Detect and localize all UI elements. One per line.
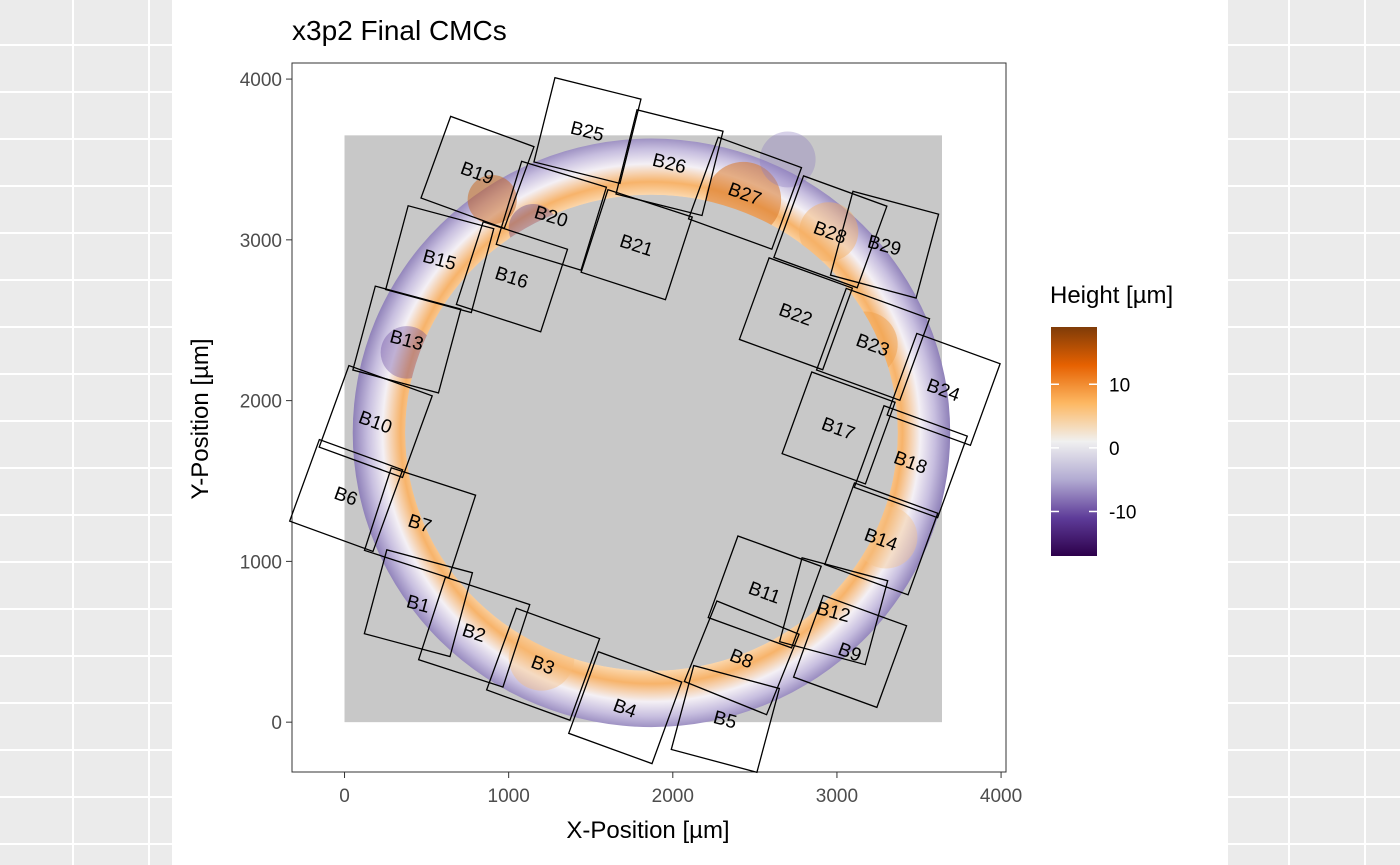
plot-panel: x3p2 Final CMCs B1 B2 B3 B4 B5 B6 B7 B8 B9 B10 B11… — [172, 0, 1228, 865]
cmc-cell-outline — [778, 557, 889, 666]
legend: Height [µm] 10 0 -10 — [1050, 282, 1173, 556]
cmc-cell-outline — [886, 332, 1001, 447]
y-tick-label: 0 — [271, 713, 282, 734]
legend-tick-label: 10 — [1109, 375, 1130, 396]
cmc-cell-outline — [853, 404, 969, 519]
inner-hole — [405, 194, 898, 671]
chart-title: x3p2 Final CMCs — [292, 15, 507, 46]
legend-tick-label: -10 — [1109, 502, 1136, 523]
x-tick-label: 4000 — [980, 786, 1022, 807]
y-tick-label: 1000 — [240, 552, 282, 573]
x-tick-label: 1000 — [488, 786, 530, 807]
y-axis: 0 1000 2000 3000 4000 — [240, 70, 292, 734]
cmc-cell-outline — [455, 221, 569, 333]
cmc-cell-b12: B12 — [778, 557, 889, 666]
cmc-cell-outline — [288, 438, 404, 553]
cmc-cell-outline — [352, 285, 462, 394]
cmc-cell-outline — [781, 371, 896, 485]
cmc-cell-outline — [495, 160, 608, 272]
height-patch — [799, 202, 859, 262]
height-patch — [467, 175, 517, 225]
surface-layer — [352, 131, 951, 728]
cmc-cell-outline — [384, 204, 495, 314]
height-patch — [759, 131, 816, 188]
cmc-cell-outline — [738, 257, 854, 371]
x-axis: 0 1000 2000 3000 4000 — [339, 772, 1022, 807]
legend-title: Height [µm] — [1050, 282, 1173, 309]
legend-tick-label: 0 — [1109, 439, 1120, 460]
cmc-cell-outline — [687, 136, 803, 251]
cmc-cell-outline — [420, 115, 535, 230]
x-tick-label: 0 — [339, 786, 350, 807]
cmc-cell-outline — [533, 76, 642, 185]
cmc-cell-outline — [485, 607, 601, 722]
cmc-cell-outline — [773, 175, 888, 289]
cmc-cell-outline — [815, 287, 931, 402]
cmc-cell-b1: B1 — [363, 548, 474, 658]
x-tick-label: 2000 — [652, 786, 694, 807]
cmc-cell-outline — [417, 576, 531, 688]
cmc-cell-outline — [567, 650, 683, 765]
y-tick-label: 2000 — [240, 392, 282, 413]
cmc-cell-outline — [829, 190, 940, 299]
cmc-cell-outline — [615, 109, 724, 217]
cmc-cell-outline — [823, 482, 939, 596]
cmc-cell-outline — [670, 664, 781, 774]
legend-ticks: 10 0 -10 — [1051, 375, 1136, 523]
y-tick-label: 3000 — [240, 231, 282, 252]
y-tick-label: 4000 — [240, 70, 282, 91]
cmc-cell-b13: B13 — [352, 285, 462, 394]
y-axis-title: Y-Position [µm] — [187, 338, 214, 499]
cmc-cell-outline — [363, 548, 474, 658]
legend-colorbar — [1051, 327, 1097, 556]
cmc-cell-outline — [363, 467, 477, 579]
x-tick-label: 3000 — [816, 786, 858, 807]
cmc-cell-outline — [580, 188, 694, 301]
cmc-cell-b25: B25 — [533, 76, 642, 185]
cmc-cell-outline — [683, 600, 800, 716]
cmc-cell-outline — [707, 535, 823, 649]
cmc-cell-outline — [792, 594, 908, 709]
x-axis-title: X-Position [µm] — [566, 817, 729, 844]
